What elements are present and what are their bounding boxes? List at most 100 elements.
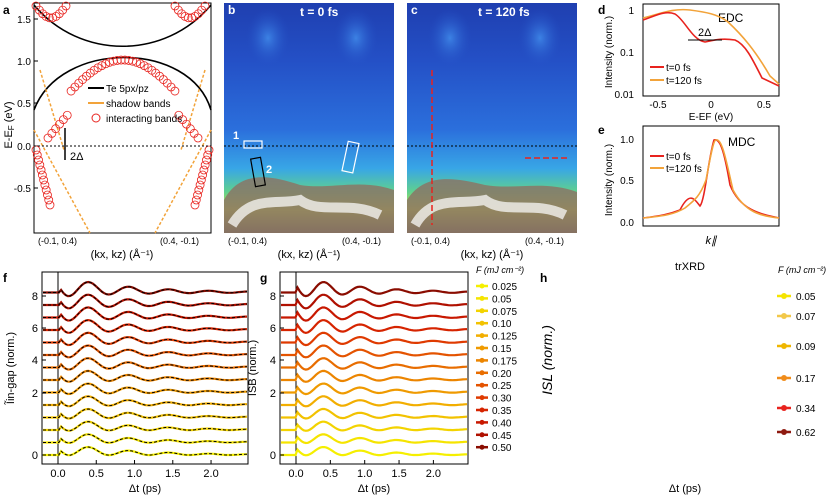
interacting-band-point bbox=[204, 145, 214, 155]
legend-marker-g bbox=[479, 357, 485, 363]
interacting-band-point bbox=[190, 200, 200, 210]
fluence-header-g: F (mJ cm⁻²) bbox=[476, 265, 524, 275]
fluence-trace bbox=[43, 420, 248, 432]
x-tick-d-2: 0 bbox=[708, 100, 714, 111]
y-tick-label: 2 bbox=[32, 388, 38, 400]
legend-label-g: 0.25 bbox=[492, 381, 512, 392]
y-ticks-f: 8 6 4 2 0 bbox=[32, 291, 46, 462]
x-ticks-f: 0.0 0.5 1.0 1.5 2.0 bbox=[50, 460, 219, 480]
fluence-trace bbox=[43, 293, 248, 310]
axes-frame-a bbox=[33, 2, 212, 234]
legend-marker-g bbox=[479, 283, 485, 289]
legend-label-g: 0.025 bbox=[492, 282, 517, 293]
legend-label-g: 0.15 bbox=[492, 344, 512, 355]
legend-label-g: 0.30 bbox=[492, 394, 512, 405]
interacting-band-point bbox=[183, 13, 193, 23]
x-tick-left-b: (-0.1, 0.4) bbox=[228, 236, 267, 246]
interacting-band-point bbox=[43, 190, 52, 200]
legend-marker-g bbox=[479, 295, 485, 301]
legend-marker-g bbox=[479, 419, 485, 425]
x-tick-label: 1.5 bbox=[391, 468, 406, 480]
roi-box-2 bbox=[249, 156, 267, 188]
legend-label-g: 0.35 bbox=[492, 406, 512, 417]
x-axis-label-c: (kx, kz) (Å⁻¹) bbox=[461, 248, 524, 261]
x-tick-label: 1.5 bbox=[165, 468, 180, 480]
interacting-band-point bbox=[44, 195, 54, 205]
axes-frame-e bbox=[642, 125, 780, 227]
panel-letter-e: e bbox=[598, 123, 605, 137]
legend-marker-h bbox=[781, 293, 787, 299]
fit-curve bbox=[43, 408, 248, 420]
interacting-band-point bbox=[195, 180, 205, 190]
fluence-trace bbox=[281, 382, 468, 396]
interacting-band-point bbox=[200, 1, 210, 11]
legend-label-g: 0.05 bbox=[492, 294, 512, 305]
panel-letter-b: b bbox=[228, 3, 235, 17]
interacting-band-point bbox=[170, 86, 180, 96]
legend-e-t120: t=120 fs bbox=[666, 164, 702, 175]
legend-item-shadow: shadow bands bbox=[106, 99, 171, 110]
panel-h: h trXRD ISL (norm.) Δt (ps) F (mJ cm⁻²) … bbox=[539, 261, 826, 495]
fit-curve bbox=[43, 383, 247, 395]
title-c: t = 120 fs bbox=[478, 5, 530, 19]
x-tick-d-3: 0.5 bbox=[757, 100, 771, 111]
y-tick-d-3: 0.01 bbox=[615, 90, 635, 101]
legend-label-h: 0.05 bbox=[796, 292, 816, 303]
roi-box-3 bbox=[341, 140, 360, 174]
legend-marker-h bbox=[781, 313, 787, 319]
legend-label-h: 0.07 bbox=[796, 312, 816, 323]
interacting-band-point bbox=[203, 150, 213, 160]
y-axis-label-d: Intensity (norm.) bbox=[604, 16, 615, 88]
fluence-trace bbox=[281, 357, 468, 371]
fit-curve bbox=[43, 395, 247, 407]
gap-label-a: 2Δ bbox=[70, 151, 84, 163]
panel-c: c t = 120 fs (-0.1, 0.4) (0.4, -0.1) (kx… bbox=[407, 3, 577, 261]
y-ticks-g: 8 6 4 2 0 bbox=[270, 291, 284, 462]
fit-curve bbox=[43, 370, 248, 383]
interacting-band-point bbox=[101, 59, 111, 69]
legend-marker-h bbox=[781, 375, 787, 381]
fluence-trace bbox=[43, 280, 248, 298]
interacting-band-point bbox=[62, 110, 72, 120]
interacting-band-point bbox=[36, 165, 46, 175]
legend-label-g: 0.075 bbox=[492, 307, 517, 318]
interacting-band-point bbox=[38, 9, 48, 19]
interacting-band-point bbox=[44, 13, 54, 23]
fluence-trace bbox=[281, 344, 468, 359]
interacting-band-point bbox=[135, 59, 145, 69]
interacting-band-point bbox=[132, 57, 141, 67]
y-axis-label-h: ISL (norm.) bbox=[539, 325, 555, 395]
fluence-trace bbox=[281, 306, 468, 322]
fluence-header-h: F (mJ cm⁻²) bbox=[778, 265, 826, 275]
legend-item-interacting: interacting bands bbox=[106, 114, 182, 125]
fluence-trace bbox=[281, 319, 468, 335]
y-tick-label-a: -0.5 bbox=[14, 184, 32, 195]
legend-label-g: 0.10 bbox=[492, 319, 512, 330]
fluence-legend-h: 0.05 0.07 0.09 0.17 0.34 0.62 bbox=[777, 292, 816, 439]
interacting-band-point bbox=[191, 195, 201, 205]
interacting-band-point bbox=[39, 175, 49, 185]
interacting-band-point bbox=[198, 170, 208, 180]
y-tick-label: 6 bbox=[270, 323, 276, 335]
interacting-band-point bbox=[194, 185, 204, 195]
legend-label-g: 0.125 bbox=[492, 332, 517, 343]
x-ticks-g: 0.0 0.5 1.0 1.5 2.0 bbox=[288, 460, 441, 480]
roi-label-1: 1 bbox=[233, 130, 239, 142]
legend-label-h: 0.34 bbox=[796, 404, 816, 415]
x-tick-label: 0.5 bbox=[323, 468, 338, 480]
legend-marker-g bbox=[479, 320, 485, 326]
fluence-trace bbox=[281, 420, 468, 432]
legend-marker-g bbox=[479, 333, 485, 339]
fluence-trace bbox=[281, 407, 468, 420]
x-tick-label: 0.0 bbox=[50, 468, 65, 480]
traces-f bbox=[43, 280, 248, 457]
legend-marker-h bbox=[781, 429, 787, 435]
roi-box-1 bbox=[243, 140, 263, 149]
x-tick-label: 0.0 bbox=[288, 468, 303, 480]
y-tick-label: 6 bbox=[32, 323, 38, 335]
x-tick-label: 0.5 bbox=[89, 468, 104, 480]
y-axis-label-g: ISB (norm.) bbox=[247, 340, 259, 396]
y-axis-label-a: E-EF (eV) bbox=[3, 101, 16, 148]
